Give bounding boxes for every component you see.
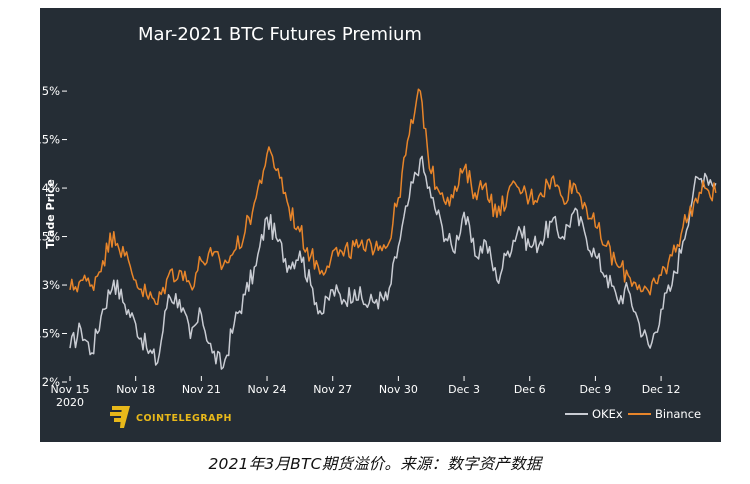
x-tick-label: Nov 24 <box>248 383 287 396</box>
x-tick-label: Nov 30 <box>379 383 418 396</box>
x-tick-label: Nov 18 <box>116 383 155 396</box>
x-tick-label: Dec 12 <box>642 383 681 396</box>
y-axis-label: Trade Price <box>44 179 57 249</box>
chart-title: Mar-2021 BTC Futures Premium <box>138 24 422 45</box>
y-tick-label: 4% <box>42 181 60 195</box>
y-tick-label: 5% <box>42 84 60 98</box>
futures-premium-chart: Mar-2021 BTC Futures Premium 2% 2.5% 3% 3.5… <box>40 24 717 428</box>
y-tick-label: 3.5% <box>40 230 60 244</box>
chart-legend: OKEx Binance <box>565 407 701 421</box>
x-tick-label: Dec 3 <box>448 383 480 396</box>
cointelegraph-logo-text: COINTELEGRAPH <box>136 413 232 424</box>
legend-label-okex: OKEx <box>592 407 623 421</box>
x-year-label: 2020 <box>56 396 84 409</box>
x-tick-label: Nov 21 <box>182 383 221 396</box>
x-tick-label: Dec 9 <box>580 383 612 396</box>
legend-label-binance: Binance <box>655 407 701 421</box>
y-tick-label: 3% <box>42 278 60 292</box>
cointelegraph-logo-icon <box>110 406 130 428</box>
chart-panel: Mar-2021 BTC Futures Premium 2% 2.5% 3% 3.5… <box>40 8 721 442</box>
x-tick-label: Nov 15 <box>51 383 90 396</box>
cointelegraph-logo: COINTELEGRAPH <box>110 406 232 428</box>
y-axis: 2% 2.5% 3% 3.5% 4% 4.5% 5% <box>40 84 67 389</box>
x-tick-label: Dec 6 <box>514 383 546 396</box>
x-tick-label: Nov 27 <box>313 383 352 396</box>
y-tick-label: 4.5% <box>40 133 60 147</box>
series-layer <box>69 88 717 370</box>
figure-caption: 2021年3月BTC期货溢价。来源：数字资产数据 <box>208 455 542 473</box>
y-tick-label: 2% <box>42 375 60 389</box>
y-tick-label: 2.5% <box>40 327 60 341</box>
series-line-binance <box>69 88 717 306</box>
series-line-okex <box>69 155 717 370</box>
x-axis: Nov 15 Nov 18 Nov 21 Nov 24 Nov 27 Nov 30 Dec … <box>51 376 681 409</box>
